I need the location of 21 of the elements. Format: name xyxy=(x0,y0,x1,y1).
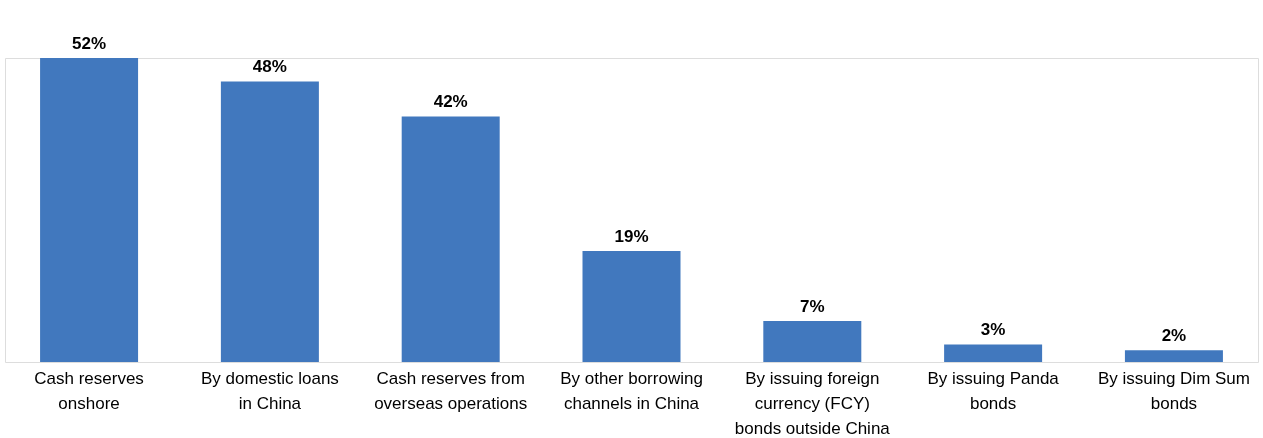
data-label: 48% xyxy=(252,57,287,77)
data-label: 2% xyxy=(1161,326,1187,346)
x-tick-label: By issuing foreign currency (FCY) bonds outside China xyxy=(734,368,891,438)
data-label: 52% xyxy=(72,34,107,53)
data-label: 42% xyxy=(433,92,468,112)
x-tick-label: Cash reserves onshore xyxy=(34,368,144,413)
bar xyxy=(944,344,1043,362)
x-tick-label: By issuing Dim Sum bonds xyxy=(1097,368,1250,413)
data-label: 3% xyxy=(980,320,1006,340)
bar xyxy=(401,116,500,362)
bar xyxy=(1124,350,1223,362)
bar xyxy=(763,321,862,362)
bar xyxy=(582,250,681,362)
x-tick-label: By other borrowing channels in China xyxy=(560,368,703,413)
x-tick-label: Cash reserves from overseas operations xyxy=(374,368,528,413)
bar xyxy=(220,81,319,362)
bar xyxy=(40,58,139,362)
data-label: 19% xyxy=(614,226,649,246)
data-label: 7% xyxy=(800,297,825,317)
x-tick-label: By domestic loans in China xyxy=(200,368,339,413)
x-tick-label: By issuing Panda bonds xyxy=(927,368,1060,413)
